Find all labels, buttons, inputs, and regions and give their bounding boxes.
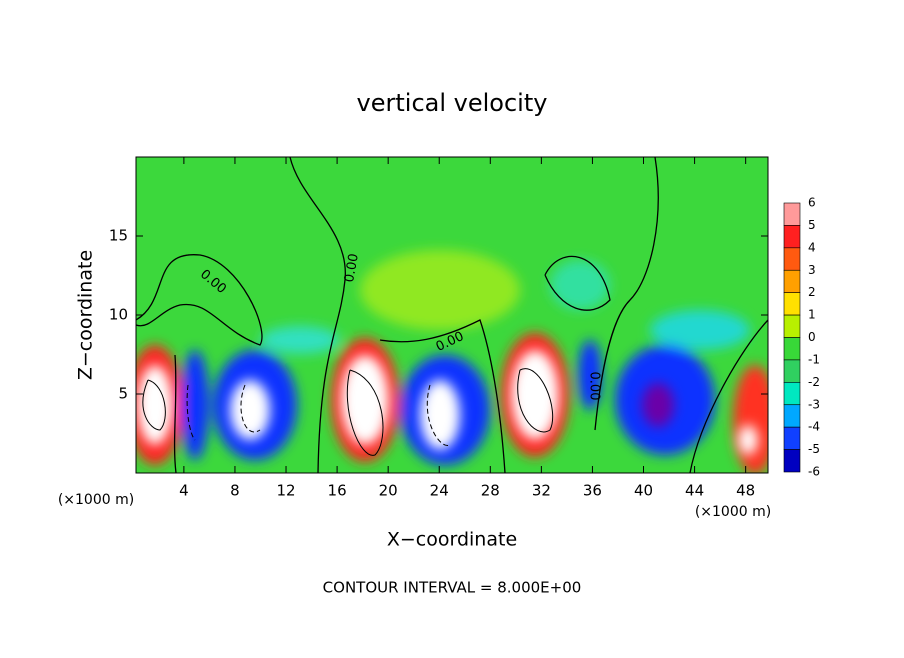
chart-title: vertical velocity: [357, 89, 548, 117]
x-tick-label: 24: [430, 482, 449, 500]
colorbar-box: [783, 382, 801, 406]
contour-label: 0.00: [587, 372, 602, 401]
colorbar-box: [783, 247, 801, 271]
x-tick-label: 20: [379, 482, 398, 500]
x-tick-label: 44: [685, 482, 704, 500]
x-tick-label: 8: [230, 482, 240, 500]
x-tick-label: 16: [328, 482, 347, 500]
x-unit: (×1000 m): [58, 492, 134, 508]
colorbar-box: [783, 225, 801, 249]
x-tick-label: 4: [179, 482, 189, 500]
x-unit: (×1000 m): [695, 504, 771, 520]
contour-label: 0.00: [342, 252, 362, 283]
colorbar-tick-label: -5: [808, 442, 820, 456]
colorbar-tick-label: -2: [808, 375, 820, 389]
colorbar-box: [783, 292, 801, 316]
colorbar-tick-label: -6: [808, 465, 820, 479]
colorbar-tick-label: 2: [808, 285, 816, 299]
x-tick-label: 36: [583, 482, 602, 500]
x-tick-label: 48: [736, 482, 755, 500]
y-tick-label: 15: [109, 227, 128, 245]
colorbar-tick-label: 0: [808, 330, 816, 344]
x-tick-label: 40: [634, 482, 653, 500]
colorbar-box: [783, 202, 801, 226]
field: [136, 157, 768, 473]
colorbar-tick-label: 5: [808, 218, 816, 232]
colorbar-tick-label: -1: [808, 352, 820, 366]
colorbar-box: [783, 359, 801, 383]
colorbar-tick-label: 4: [808, 240, 816, 254]
y-axis-label: Z−coordinate: [75, 250, 97, 380]
y-tick-label: 10: [109, 306, 128, 324]
colorbar-box: [783, 404, 801, 428]
colorbar-box: [783, 269, 801, 293]
footer: CONTOUR INTERVAL = 8.000E+00: [323, 579, 582, 597]
x-tick-label: 12: [276, 482, 295, 500]
colorbar-tick-label: 1: [808, 308, 816, 322]
colorbar-box: [783, 426, 801, 450]
colorbar-tick-label: 3: [808, 263, 816, 277]
colorbar-tick-label: -3: [808, 397, 820, 411]
colorbar-tick-label: -4: [808, 420, 820, 434]
colorbar-box: [783, 449, 801, 473]
x-axis-label: X−coordinate: [387, 529, 517, 551]
colorbar-box: [783, 314, 801, 338]
y-tick-label: 5: [118, 385, 128, 403]
colorbar-box: [783, 337, 801, 361]
x-tick-label: 28: [481, 482, 500, 500]
x-tick-label: 32: [532, 482, 551, 500]
colorbar-tick-label: 6: [808, 196, 816, 210]
